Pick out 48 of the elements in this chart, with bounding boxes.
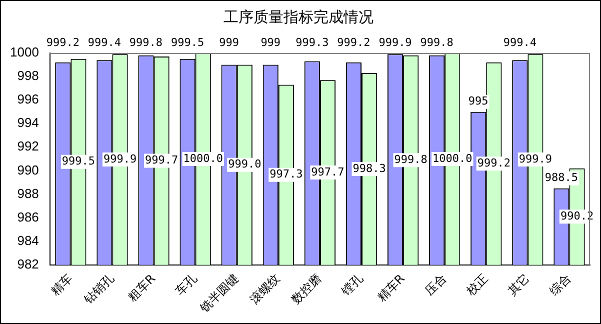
y-tick-label: 984 xyxy=(17,232,39,248)
data-label: 999.2 xyxy=(477,156,510,170)
data-label: 990.2 xyxy=(560,209,594,222)
data-label: 999.5 xyxy=(62,154,96,168)
data-label: 995 xyxy=(468,94,488,108)
x-tick-label: 其它 xyxy=(505,271,532,298)
data-label: 999.9 xyxy=(378,36,412,49)
y-tick-label: 982 xyxy=(17,256,39,272)
data-label: 999.8 xyxy=(420,36,454,49)
y-tick-label: 990 xyxy=(17,162,39,178)
data-label: 999.3 xyxy=(296,36,329,49)
x-tick-label: 钻销孔 xyxy=(80,271,117,308)
data-label: 999.7 xyxy=(145,154,178,167)
chart-title: 工序质量指标完成情况 xyxy=(224,8,374,26)
data-label: 1000.0 xyxy=(183,152,223,165)
data-label: 999.9 xyxy=(103,152,137,166)
x-tick-label: 滚螺纹 xyxy=(247,271,283,307)
y-tick-label: 998 xyxy=(17,68,39,84)
data-label: 999.8 xyxy=(129,36,163,49)
data-label: 999 xyxy=(219,36,240,49)
data-label: 999.0 xyxy=(228,158,262,171)
x-tick-label: 粗车R xyxy=(125,271,158,304)
y-tick-label: 996 xyxy=(17,92,39,107)
data-label: 1000.0 xyxy=(432,152,472,165)
data-label: 997.7 xyxy=(311,165,344,178)
y-tick-label: 986 xyxy=(17,209,39,224)
x-tick-label: 校正 xyxy=(462,271,490,299)
data-label: 997.3 xyxy=(270,168,303,181)
x-tick-label: 镗孔 xyxy=(338,271,366,299)
data-label: 999.2 xyxy=(337,36,370,49)
data-label: 999.4 xyxy=(88,36,122,49)
data-label: 999.5 xyxy=(170,36,204,49)
data-label: 998.3 xyxy=(352,162,386,175)
x-tick-label: 精车 xyxy=(48,271,76,298)
data-label: 999 xyxy=(260,36,281,49)
x-tick-label: 精车R xyxy=(374,271,408,304)
data-label: 999.2 xyxy=(46,36,80,49)
y-tick-label: 1000 xyxy=(10,44,39,60)
x-tick-label: 综合 xyxy=(546,271,574,298)
data-label: 999.4 xyxy=(503,36,537,49)
data-label: 988.5 xyxy=(544,171,578,184)
data-label: 999.8 xyxy=(394,152,428,166)
y-tick-label: 994 xyxy=(17,115,39,130)
y-tick-label: 992 xyxy=(17,138,39,154)
x-tick-label: 压合 xyxy=(422,271,449,298)
x-tick-label: 数控磨 xyxy=(288,271,324,307)
y-tick-label: 988 xyxy=(17,186,39,201)
data-label: 999.9 xyxy=(518,152,552,166)
